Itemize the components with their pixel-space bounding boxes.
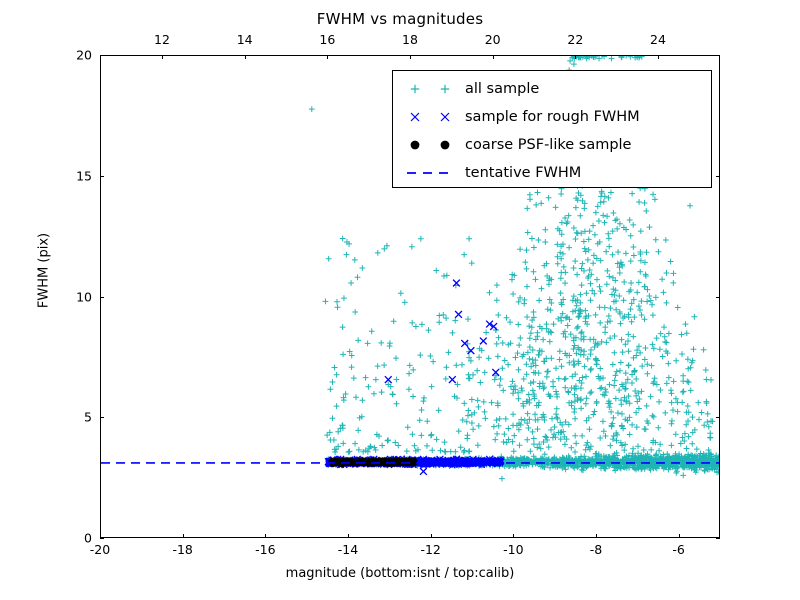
x-ticklabel-top: 14	[236, 32, 253, 47]
x-ticklabel-top: 18	[402, 32, 418, 47]
y-ticklabel: 0	[84, 530, 92, 546]
x-ticklabel-bottom: -20	[89, 542, 111, 557]
y-tick	[100, 55, 104, 56]
x-ticklabel-bottom: -18	[172, 542, 193, 557]
y-tick-right	[716, 55, 720, 56]
x-tick-bottom	[430, 534, 432, 538]
x-tick-bottom	[182, 534, 184, 538]
y-ticklabel: 5	[84, 409, 92, 425]
legend-marker-dot-icon	[399, 131, 465, 159]
y-ticklabel: 20	[76, 47, 92, 63]
y-tick	[100, 175, 104, 177]
x-ticklabel-top: 24	[650, 32, 666, 47]
x-axis-label: magnitude (bottom:isnt / top:calib)	[285, 566, 515, 581]
y-tick-right	[716, 296, 720, 298]
y-tick-right	[716, 175, 720, 177]
y-ticklabel: 15	[76, 168, 92, 184]
x-tick-top	[162, 55, 163, 59]
x-tick-top	[658, 55, 659, 59]
legend-item-label: sample for rough FWHM	[465, 109, 640, 125]
x-tick-bottom	[348, 534, 349, 538]
x-tick-top	[244, 55, 246, 59]
x-ticklabel-top: 16	[319, 32, 336, 47]
y-tick-right	[716, 538, 720, 539]
x-ticklabel-bottom: -6	[672, 542, 685, 557]
x-tick-top	[492, 55, 494, 59]
x-ticklabel-bottom: -14	[337, 542, 359, 557]
y-axis-label: FWHM (pix)	[36, 232, 52, 309]
legend-box: all sample sample for rough FWHM coarse …	[392, 70, 712, 188]
y-tick	[100, 538, 104, 539]
x-ticklabel-bottom: -12	[420, 542, 441, 557]
legend-item-label: coarse PSF-like sample	[465, 137, 632, 153]
x-tick-bottom	[100, 534, 101, 538]
legend-marker-plus-icon	[399, 75, 465, 103]
x-tick-top	[410, 55, 411, 59]
page-title: FWHM vs magnitudes	[316, 10, 484, 28]
x-tick-bottom	[265, 534, 267, 538]
legend-marker-cross-icon	[399, 103, 465, 131]
x-tick-top	[327, 55, 329, 59]
y-tick-right	[716, 417, 720, 419]
x-ticklabel-bottom: -16	[255, 542, 276, 557]
y-ticklabel: 10	[76, 289, 92, 304]
legend-item-label: tentative FWHM	[465, 165, 582, 181]
legend-marker-dashed-line-icon	[399, 159, 465, 187]
legend-item: tentative FWHM	[393, 159, 711, 187]
legend-item: sample for rough FWHM	[393, 103, 711, 131]
x-ticklabel-top: 22	[567, 32, 584, 47]
y-tick	[100, 296, 104, 298]
legend-item: all sample	[393, 75, 711, 103]
scatter-layer	[101, 56, 719, 482]
x-ticklabel-top: 20	[484, 32, 501, 47]
x-tick-bottom	[513, 534, 515, 538]
x-ticklabel-bottom: -10	[503, 542, 524, 557]
y-tick	[100, 417, 104, 419]
legend-item: coarse PSF-like sample	[393, 131, 711, 159]
x-tick-top	[575, 55, 577, 59]
x-ticklabel-top: 12	[154, 32, 170, 47]
x-tick-bottom	[678, 534, 680, 538]
legend-item-label: all sample	[465, 81, 540, 97]
x-ticklabel-bottom: -8	[589, 542, 603, 557]
x-tick-bottom	[596, 534, 597, 538]
